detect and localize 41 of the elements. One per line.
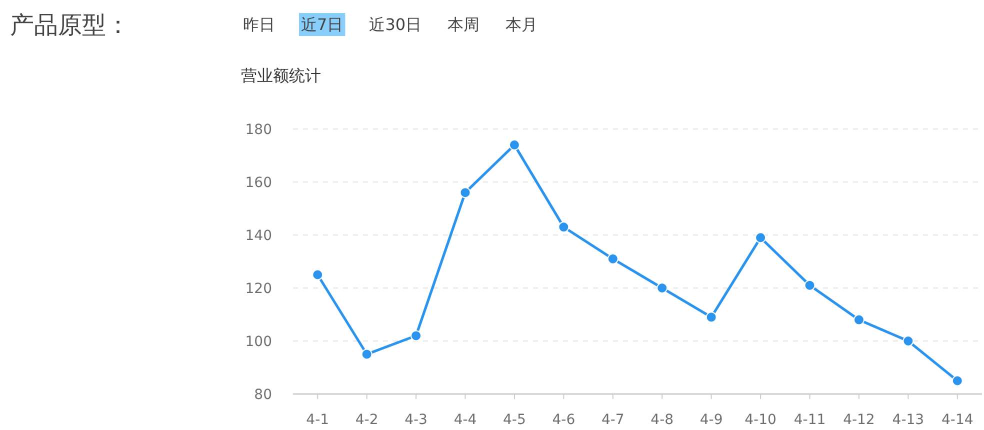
point bbox=[558, 222, 570, 233]
point bbox=[902, 336, 914, 346]
x-tick-label: 4-11 bbox=[794, 412, 826, 428]
y-tick-label: 100 bbox=[245, 334, 272, 350]
page-heading: 产品原型： bbox=[10, 11, 130, 39]
x-tick-label: 4-1 bbox=[306, 412, 330, 428]
tab-label: 昨日 bbox=[243, 15, 275, 34]
x-tick-label: 4-2 bbox=[355, 412, 378, 428]
x-tick-label: 4-3 bbox=[404, 412, 428, 428]
point bbox=[460, 187, 471, 198]
tab-selected: 近7日 bbox=[299, 13, 346, 36]
x-tick-label: 4-8 bbox=[650, 412, 674, 428]
point bbox=[361, 348, 372, 360]
point bbox=[706, 312, 717, 323]
y-tick-label: 80 bbox=[254, 387, 272, 403]
y-tick-label: 180 bbox=[245, 122, 272, 138]
point bbox=[755, 232, 766, 244]
y-tick-label: 120 bbox=[245, 281, 272, 297]
tab-label: 本周 bbox=[448, 15, 480, 34]
point bbox=[312, 269, 324, 280]
x-tick-label: 4-13 bbox=[892, 412, 924, 428]
tab-label: 本月 bbox=[506, 15, 538, 34]
x-tick-label: 4-7 bbox=[601, 412, 624, 428]
x-tick-label: 4-6 bbox=[552, 412, 576, 428]
point bbox=[508, 139, 520, 150]
point bbox=[656, 282, 668, 294]
point bbox=[853, 314, 864, 326]
point bbox=[804, 280, 816, 291]
x-tick-label: 4-5 bbox=[503, 412, 526, 428]
x-tick-label: 4-10 bbox=[744, 412, 776, 428]
x-tick-label: 4-14 bbox=[942, 412, 974, 428]
y-tick-label: 160 bbox=[245, 175, 272, 191]
tab-label: 近30日 bbox=[369, 15, 422, 34]
point bbox=[952, 375, 963, 386]
x-tick-label: 4-9 bbox=[700, 412, 723, 428]
y-tick-label: 140 bbox=[245, 228, 272, 244]
chart-title: 营业额统计 bbox=[241, 66, 321, 85]
point bbox=[410, 330, 422, 342]
x-tick-label: 4-12 bbox=[843, 412, 875, 428]
x-tick-label: 4-4 bbox=[454, 412, 477, 428]
point bbox=[607, 253, 618, 264]
